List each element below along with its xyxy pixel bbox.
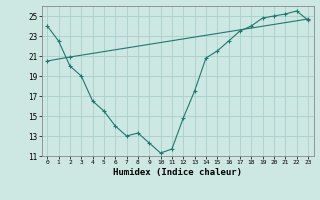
X-axis label: Humidex (Indice chaleur): Humidex (Indice chaleur) xyxy=(113,168,242,177)
